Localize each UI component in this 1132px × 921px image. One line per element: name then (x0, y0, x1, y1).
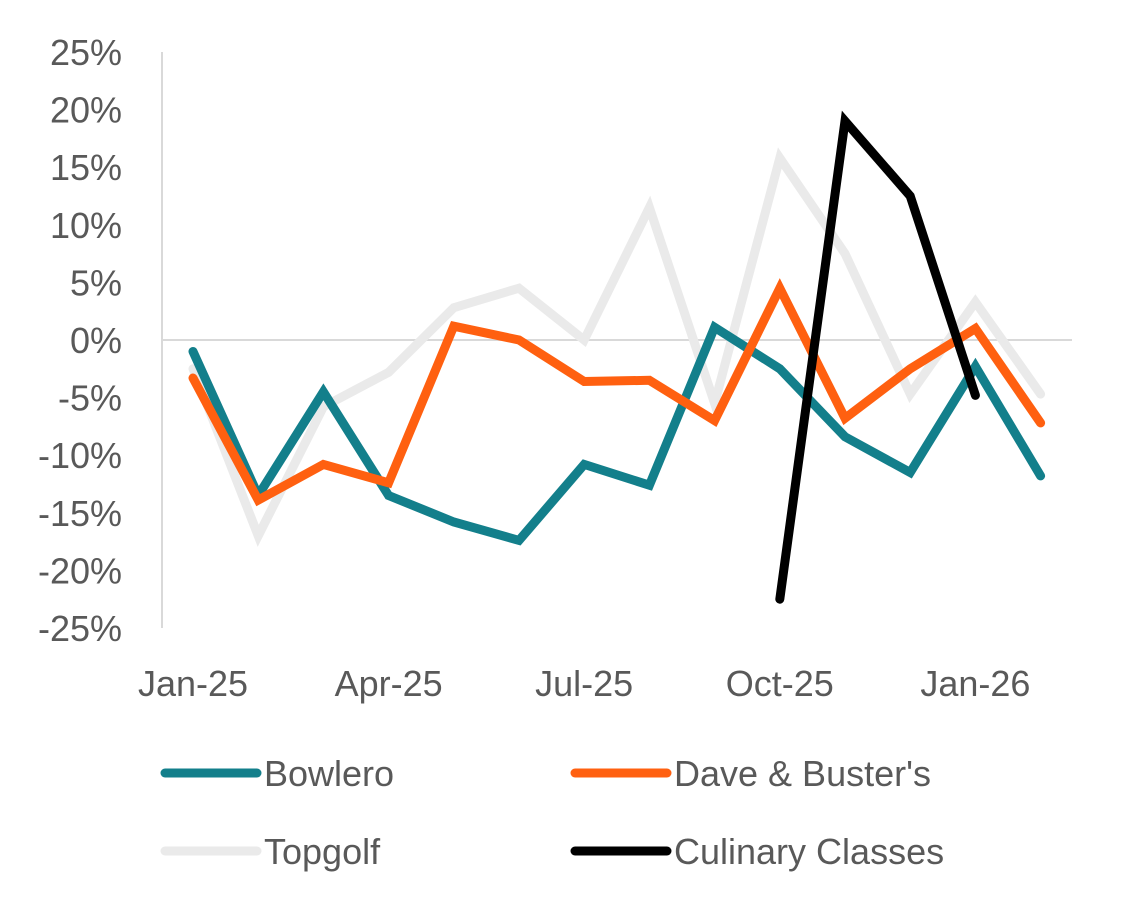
axes (161, 52, 1072, 628)
y-tick-label: 10% (50, 205, 122, 246)
y-tick-label: -15% (38, 493, 122, 534)
x-tick-label: Jul-25 (535, 663, 633, 704)
legend-item-culinary-classes: Culinary Classes (570, 831, 944, 872)
x-tick-label: Jan-26 (920, 663, 1030, 704)
series-lines (188, 110, 1046, 604)
y-axis-ticks: 25% 20% 15% 10% 5% 0% -5% -10% -15% -20% -25% (38, 32, 122, 649)
series-line-dave-buster-s (188, 278, 1046, 507)
series-line-bowlero (188, 320, 1046, 546)
legend-label: Bowlero (264, 753, 394, 794)
y-tick-label: -25% (38, 608, 122, 649)
legend-item-topgolf: Topgolf (160, 831, 381, 872)
y-tick-label: 15% (50, 147, 122, 188)
y-tick-label: 5% (70, 262, 122, 303)
legend-label: Culinary Classes (674, 831, 944, 872)
x-axis-ticks: Jan-25 Apr-25 Jul-25 Oct-25 Jan-26 (138, 663, 1030, 704)
x-tick-label: Oct-25 (726, 663, 834, 704)
y-tick-label: -20% (38, 550, 122, 591)
series-line-culinary-classes (775, 110, 980, 604)
legend-label: Topgolf (264, 831, 381, 872)
y-tick-label: 0% (70, 320, 122, 361)
legend-label: Dave & Buster's (674, 753, 931, 794)
y-tick-label: 25% (50, 32, 122, 73)
legend-item-dave-buster-s: Dave & Buster's (570, 753, 931, 794)
legend: Bowlero Dave & Buster's Topgolf Culinary Cl… (160, 753, 944, 872)
x-tick-label: Apr-25 (335, 663, 443, 704)
y-tick-label: -5% (58, 378, 122, 419)
legend-item-bowlero: Bowlero (160, 753, 394, 794)
y-tick-label: -10% (38, 435, 122, 476)
x-tick-label: Jan-25 (138, 663, 248, 704)
y-tick-label: 20% (50, 90, 122, 131)
